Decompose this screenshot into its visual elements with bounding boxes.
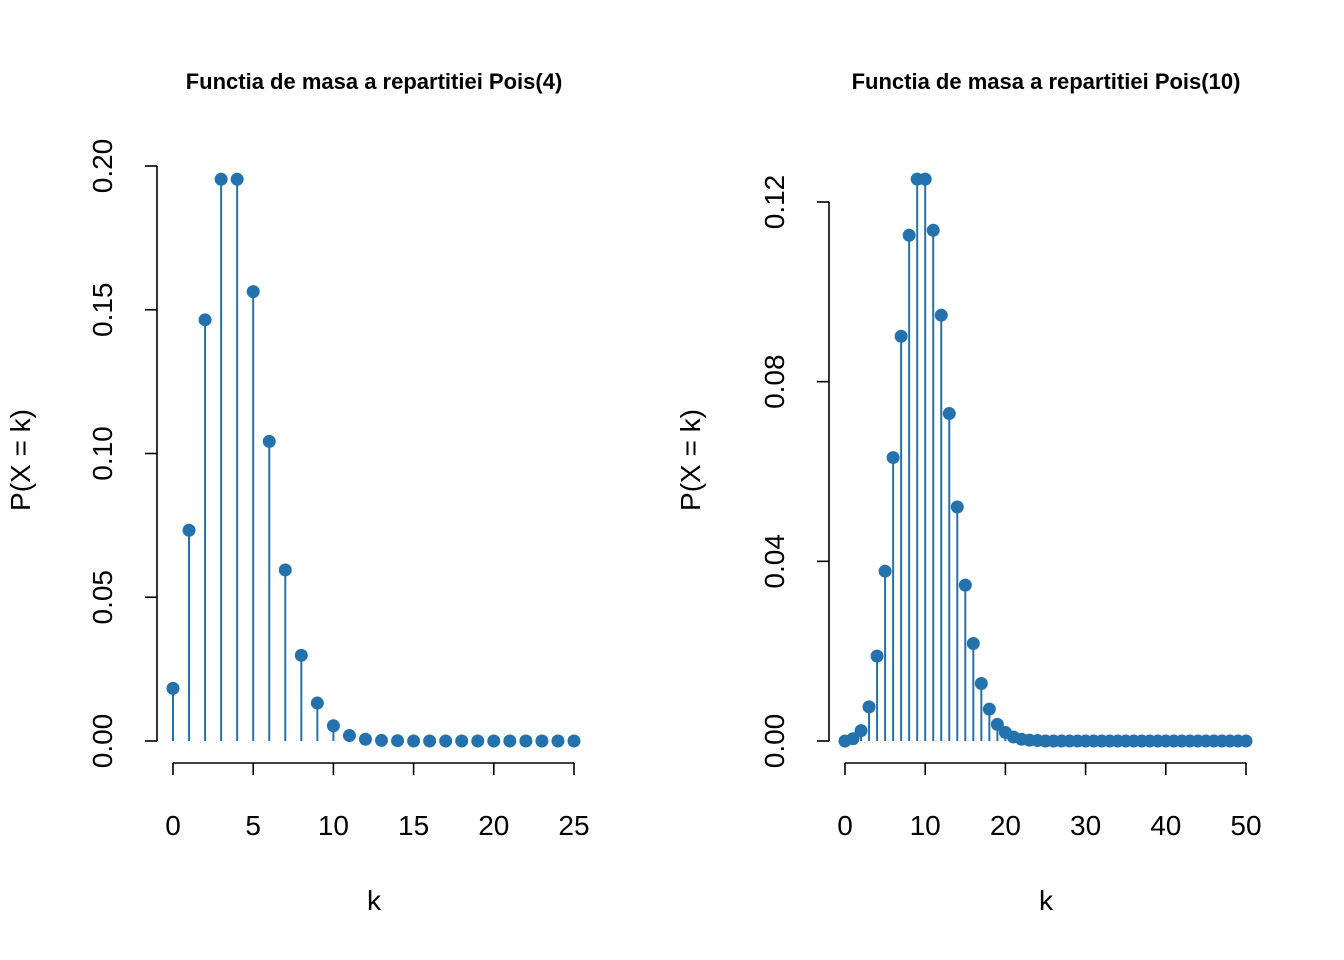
y-tick-label: 0.08 [759, 354, 790, 409]
data-point [455, 734, 469, 748]
x-tick-label: 15 [398, 810, 429, 841]
x-axis-label: k [367, 885, 382, 916]
chart-panel-pois4: Functia de masa a repartitiei Pois(4) k … [5, 69, 590, 916]
y-tick-label: 0.20 [87, 139, 118, 194]
data-point [278, 563, 292, 577]
data-point [982, 702, 996, 716]
data-point [519, 734, 533, 748]
x-tick-label: 10 [318, 810, 349, 841]
data-point [902, 228, 916, 242]
data-point [854, 724, 868, 738]
x-tick-label: 25 [558, 810, 589, 841]
x-axis: 0 10 20 30 40 50 [837, 762, 1262, 841]
data-point [1239, 734, 1253, 748]
x-axis: 0 5 10 15 20 25 [165, 762, 590, 841]
data-point [198, 313, 212, 327]
y-axis-label: P(X = k) [675, 409, 706, 511]
data-point [926, 223, 940, 237]
chart-title: Functia de masa a repartitiei Pois(4) [186, 69, 563, 94]
y-axis-label: P(X = k) [5, 409, 36, 511]
data-point [894, 329, 908, 343]
data-point [567, 734, 581, 748]
y-tick-label: 0.00 [87, 714, 118, 769]
data-point [870, 649, 884, 663]
data-point [166, 681, 180, 695]
data-point [535, 734, 549, 748]
data-point [487, 734, 501, 748]
data-point [551, 734, 565, 748]
chart-title: Functia de masa a repartitiei Pois(10) [852, 69, 1241, 94]
data-point [966, 637, 980, 651]
y-tick-label: 0.12 [759, 175, 790, 230]
data-point [950, 500, 964, 514]
y-axis: 0.00 0.05 0.10 0.15 0.20 [87, 139, 158, 769]
data-point [958, 578, 972, 592]
data-point [214, 172, 228, 186]
chart-panel-pois10: Functia de masa a repartitiei Pois(10) k… [675, 69, 1262, 916]
data-point [918, 172, 932, 186]
x-tick-label: 30 [1070, 810, 1101, 841]
data-point [246, 285, 260, 299]
y-axis: 0.00 0.04 0.08 0.12 [759, 175, 830, 769]
x-axis-label: k [1039, 885, 1054, 916]
data-point [230, 172, 244, 186]
y-tick-label: 0.00 [759, 714, 790, 769]
data-point [862, 700, 876, 714]
data-point [846, 732, 860, 746]
data-point [934, 308, 948, 322]
y-tick-label: 0.04 [759, 534, 790, 589]
data-point [182, 523, 196, 537]
data-point [423, 734, 437, 748]
x-tick-label: 40 [1150, 810, 1181, 841]
data-point [942, 407, 956, 421]
x-tick-label: 50 [1230, 810, 1261, 841]
x-tick-label: 20 [478, 810, 509, 841]
data-point [878, 564, 892, 578]
x-tick-label: 10 [910, 810, 941, 841]
data-point [375, 733, 389, 747]
y-tick-label: 0.10 [87, 426, 118, 481]
data-point [439, 734, 453, 748]
data-point [886, 451, 900, 465]
data-point [262, 434, 276, 448]
data-point [391, 734, 405, 748]
data-point [974, 677, 988, 691]
x-tick-label: 20 [990, 810, 1021, 841]
data-point [407, 734, 421, 748]
x-tick-label: 0 [165, 810, 181, 841]
data-point [503, 734, 517, 748]
data-point [342, 729, 356, 743]
data-marks [166, 172, 581, 748]
y-tick-label: 0.05 [87, 570, 118, 625]
data-point [310, 696, 324, 710]
x-tick-label: 5 [245, 810, 261, 841]
y-tick-label: 0.15 [87, 283, 118, 338]
x-tick-label: 0 [837, 810, 853, 841]
data-point [294, 648, 308, 662]
data-point [990, 717, 1004, 731]
data-point [358, 732, 372, 746]
data-point [326, 719, 340, 733]
data-point [471, 734, 485, 748]
data-marks [838, 172, 1253, 748]
